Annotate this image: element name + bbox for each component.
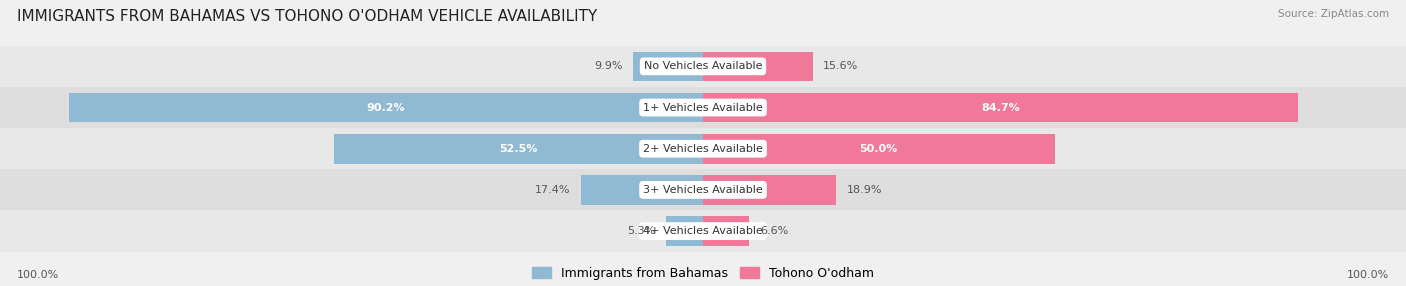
- Text: 90.2%: 90.2%: [367, 103, 405, 112]
- Text: 2+ Vehicles Available: 2+ Vehicles Available: [643, 144, 763, 154]
- Text: IMMIGRANTS FROM BAHAMAS VS TOHONO O'ODHAM VEHICLE AVAILABILITY: IMMIGRANTS FROM BAHAMAS VS TOHONO O'ODHA…: [17, 9, 598, 23]
- Text: 18.9%: 18.9%: [846, 185, 882, 195]
- Bar: [0, 87, 1406, 128]
- Bar: [0, 46, 1406, 87]
- Bar: [703, 216, 749, 246]
- Bar: [581, 175, 703, 205]
- Bar: [0, 210, 1406, 252]
- Text: 52.5%: 52.5%: [499, 144, 537, 154]
- Text: 3+ Vehicles Available: 3+ Vehicles Available: [643, 185, 763, 195]
- Text: 6.6%: 6.6%: [759, 226, 789, 236]
- Bar: [335, 134, 703, 164]
- Text: No Vehicles Available: No Vehicles Available: [644, 61, 762, 71]
- Text: 17.4%: 17.4%: [534, 185, 571, 195]
- Text: 9.9%: 9.9%: [595, 61, 623, 71]
- Text: 5.3%: 5.3%: [627, 226, 655, 236]
- Bar: [703, 93, 1299, 122]
- Bar: [703, 175, 835, 205]
- Bar: [0, 128, 1406, 169]
- Text: 1+ Vehicles Available: 1+ Vehicles Available: [643, 103, 763, 112]
- Text: 100.0%: 100.0%: [17, 270, 59, 280]
- Bar: [69, 93, 703, 122]
- Text: 50.0%: 50.0%: [859, 144, 898, 154]
- Text: 100.0%: 100.0%: [1347, 270, 1389, 280]
- Bar: [633, 51, 703, 81]
- Text: 84.7%: 84.7%: [981, 103, 1021, 112]
- Text: 4+ Vehicles Available: 4+ Vehicles Available: [643, 226, 763, 236]
- Bar: [703, 51, 813, 81]
- Legend: Immigrants from Bahamas, Tohono O'odham: Immigrants from Bahamas, Tohono O'odham: [531, 267, 875, 280]
- Bar: [666, 216, 703, 246]
- Text: Source: ZipAtlas.com: Source: ZipAtlas.com: [1278, 9, 1389, 19]
- Text: 15.6%: 15.6%: [824, 61, 859, 71]
- Bar: [0, 169, 1406, 210]
- Bar: [703, 134, 1054, 164]
